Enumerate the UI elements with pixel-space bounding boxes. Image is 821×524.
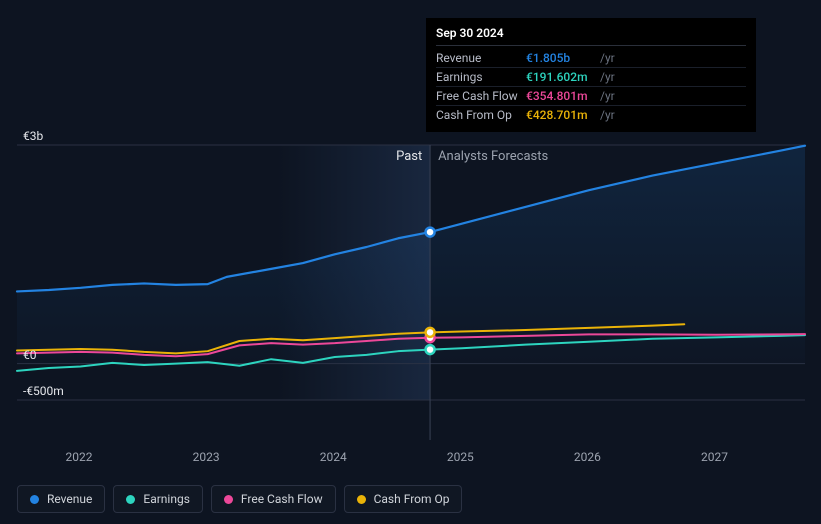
tooltip-metric-label: Earnings [436,70,526,84]
tooltip-metric-unit: /yr [600,108,615,122]
legend-item-label: Free Cash Flow [241,492,323,506]
tooltip-metric-label: Cash From Op [436,108,526,122]
x-axis-tick-label: 2024 [320,450,347,464]
legend-dot-icon [357,495,366,504]
tooltip-metric-value: €354.801m [526,89,596,103]
forecast-region-label: Analysts Forecasts [438,149,548,164]
legend-item-label: Earnings [143,492,190,506]
tooltip-metric-unit: /yr [600,70,615,84]
legend-item-cash-from-op[interactable]: Cash From Op [344,485,463,513]
legend-item-label: Cash From Op [374,492,450,506]
legend-item-free-cash-flow[interactable]: Free Cash Flow [211,485,336,513]
legend-dot-icon [30,495,39,504]
tooltip-row: Revenue€1.805b/yr [436,49,746,68]
chart-legend: Revenue Earnings Free Cash Flow Cash From O… [17,485,462,513]
y-axis-tick-label: €3b [23,129,43,143]
tooltip-metric-value: €428.701m [526,108,596,122]
legend-item-label: Revenue [47,492,92,506]
x-axis-tick-label: 2026 [574,450,601,464]
tooltip-row: Free Cash Flow€354.801m/yr [436,87,746,106]
tooltip-metric-unit: /yr [600,51,615,65]
tooltip-date: Sep 30 2024 [436,26,746,46]
tooltip-row: Earnings€191.602m/yr [436,68,746,87]
tooltip-row: Cash From Op€428.701m/yr [436,106,746,124]
y-axis-tick-label: -€500m [23,384,64,398]
x-axis-tick-label: 2027 [701,450,728,464]
past-region-label: Past [396,149,422,164]
legend-item-earnings[interactable]: Earnings [113,485,203,513]
tooltip-metric-label: Revenue [436,51,526,65]
tooltip-metric-unit: /yr [600,89,615,103]
data-tooltip: Sep 30 2024 Revenue€1.805b/yrEarnings€19… [426,18,756,132]
legend-dot-icon [224,495,233,504]
legend-item-revenue[interactable]: Revenue [17,485,105,513]
x-axis-tick-label: 2022 [66,450,93,464]
x-axis-tick-label: 2025 [447,450,474,464]
tooltip-metric-value: €191.602m [526,70,596,84]
tooltip-metric-label: Free Cash Flow [436,89,526,103]
y-axis-tick-label: €0 [23,348,37,362]
tooltip-metric-value: €1.805b [526,51,596,65]
x-axis-tick-label: 2023 [193,450,220,464]
legend-dot-icon [126,495,135,504]
